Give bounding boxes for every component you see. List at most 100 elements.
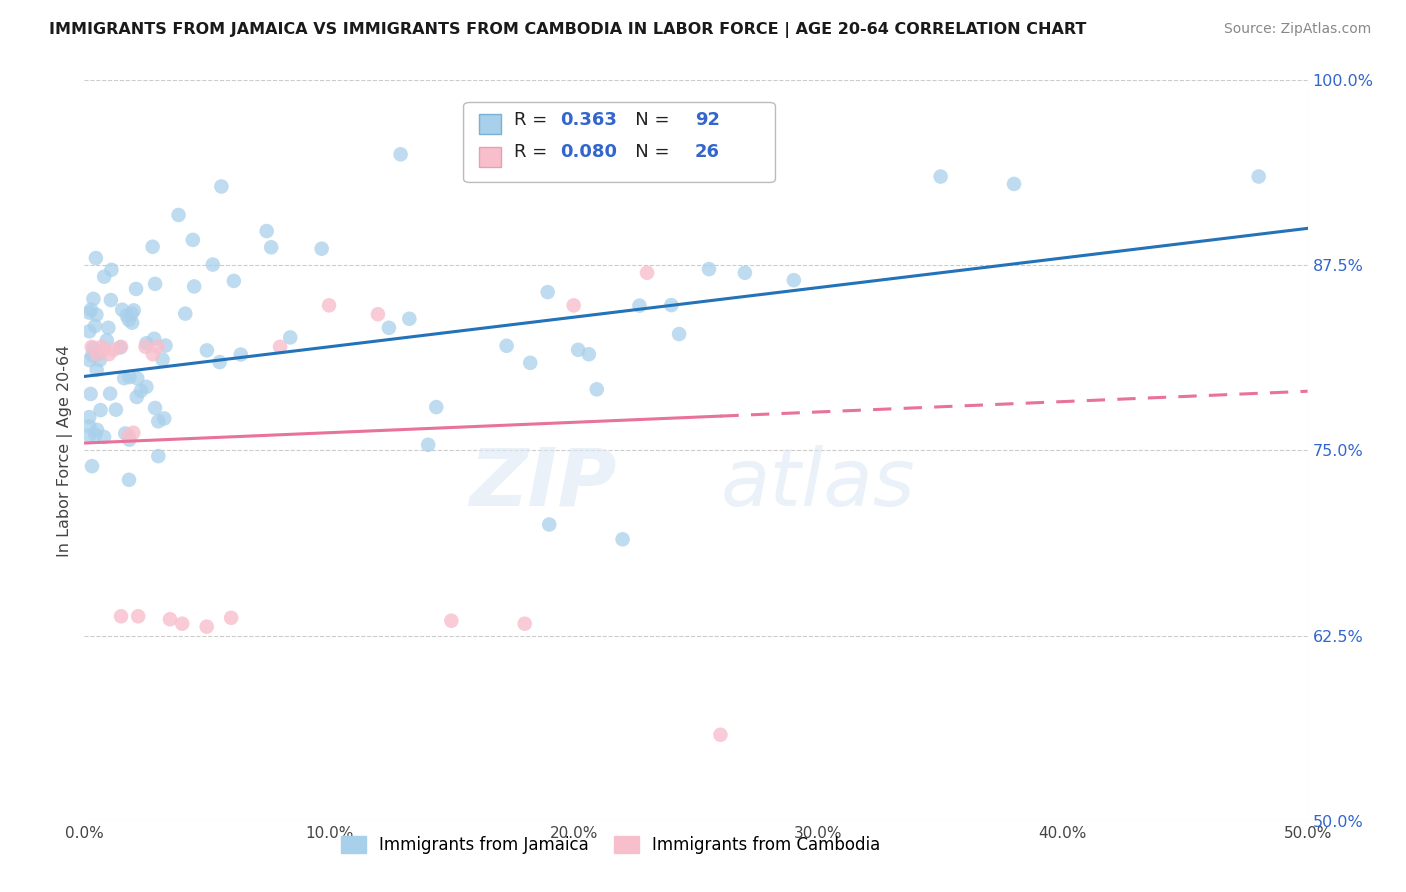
Point	[100, 262, 122, 277]
Point	[709, 728, 731, 742]
Point	[84, 319, 107, 334]
Text: N =: N =	[617, 111, 675, 128]
Point	[90, 403, 112, 417]
Point	[659, 298, 682, 312]
Text: R =: R =	[513, 111, 553, 128]
Point	[125, 282, 148, 296]
Point	[378, 320, 401, 334]
Point	[118, 433, 141, 447]
Point	[93, 343, 115, 357]
Point	[122, 303, 145, 318]
Point	[537, 285, 560, 299]
Point	[1002, 177, 1025, 191]
Point	[82, 341, 104, 355]
Point	[636, 266, 658, 280]
Point	[612, 533, 634, 547]
Point	[425, 400, 447, 414]
Point	[628, 299, 651, 313]
Text: 26: 26	[695, 143, 720, 161]
Point	[562, 298, 585, 312]
Point	[208, 355, 231, 369]
Point	[129, 384, 152, 398]
Point	[112, 371, 135, 385]
Point	[93, 269, 115, 284]
Point	[104, 402, 127, 417]
Point	[77, 410, 100, 425]
FancyBboxPatch shape	[479, 147, 502, 167]
Point	[117, 428, 139, 442]
Text: R =: R =	[513, 143, 553, 161]
Point	[152, 352, 174, 367]
Point	[146, 340, 169, 354]
Text: Source: ZipAtlas.com: Source: ZipAtlas.com	[1223, 22, 1371, 37]
Point	[398, 311, 420, 326]
Point	[118, 473, 141, 487]
Point	[127, 371, 149, 385]
Point	[183, 279, 205, 293]
Point	[174, 307, 197, 321]
Point	[585, 382, 607, 396]
Point	[195, 343, 218, 358]
Point	[115, 309, 138, 323]
Point	[697, 262, 720, 277]
Point	[86, 423, 108, 437]
Point	[84, 427, 107, 442]
Point	[84, 251, 107, 265]
Point	[495, 339, 517, 353]
Point	[98, 386, 121, 401]
Point	[143, 332, 166, 346]
Point	[367, 307, 389, 321]
Point	[734, 266, 756, 280]
Point	[118, 313, 141, 327]
Point	[418, 438, 440, 452]
Point	[155, 338, 177, 352]
Point	[80, 302, 103, 317]
Point	[260, 240, 283, 254]
Point	[103, 343, 125, 357]
Point	[519, 356, 541, 370]
Point	[121, 316, 143, 330]
Point	[201, 258, 224, 272]
Point	[195, 620, 218, 634]
Point	[127, 609, 149, 624]
Point	[256, 224, 278, 238]
Point	[269, 340, 291, 354]
Point	[114, 426, 136, 441]
Point	[93, 430, 115, 444]
Point	[79, 353, 101, 368]
Point	[148, 449, 170, 463]
Point	[538, 517, 561, 532]
Point	[929, 169, 952, 184]
Point	[135, 380, 157, 394]
Point	[567, 343, 589, 357]
FancyBboxPatch shape	[464, 103, 776, 183]
Point	[222, 274, 245, 288]
Text: N =: N =	[617, 143, 675, 161]
Point	[77, 419, 100, 434]
Point	[440, 614, 463, 628]
Point	[668, 327, 690, 342]
Point	[278, 330, 301, 344]
Text: IMMIGRANTS FROM JAMAICA VS IMMIGRANTS FROM CAMBODIA IN LABOR FORCE | AGE 20-64 C: IMMIGRANTS FROM JAMAICA VS IMMIGRANTS FR…	[49, 22, 1087, 38]
Point	[89, 353, 111, 368]
Point	[153, 411, 176, 425]
Point	[110, 609, 132, 624]
Text: 92: 92	[695, 111, 720, 128]
Point	[82, 292, 104, 306]
Point	[97, 347, 120, 361]
Point	[86, 363, 108, 377]
Text: atlas: atlas	[721, 445, 915, 523]
Point	[578, 347, 600, 361]
Legend: Immigrants from Jamaica, Immigrants from Cambodia: Immigrants from Jamaica, Immigrants from…	[333, 829, 887, 861]
Y-axis label: In Labor Force | Age 20-64: In Labor Force | Age 20-64	[58, 344, 73, 557]
Point	[135, 340, 157, 354]
Point	[111, 302, 134, 317]
Point	[318, 298, 340, 312]
Point	[783, 273, 806, 287]
Point	[77, 428, 100, 442]
Point	[80, 340, 103, 354]
FancyBboxPatch shape	[479, 114, 502, 135]
Point	[143, 277, 166, 291]
Point	[172, 616, 194, 631]
Text: 0.363: 0.363	[560, 111, 617, 128]
